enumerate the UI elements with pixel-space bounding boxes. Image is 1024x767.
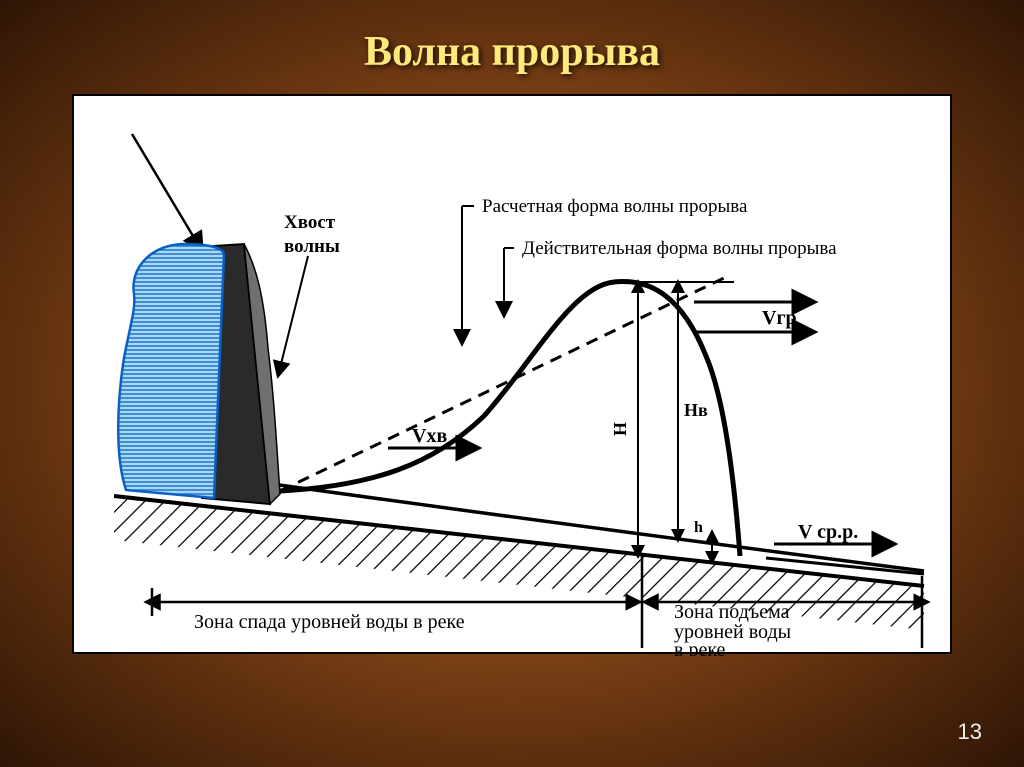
page-number: 13 xyxy=(958,719,982,745)
label-real-form: Действительная форма волны прорыва xyxy=(522,238,837,259)
label-Hv: Нв xyxy=(684,400,708,420)
label-v-tail: Vхв xyxy=(412,425,447,447)
calc-wave-line xyxy=(280,278,724,491)
breakthrough-wave-diagram: Расчетная форма волны прорыва Действител… xyxy=(74,96,954,656)
label-tail-2: волны xyxy=(284,236,340,257)
leader-offpage xyxy=(132,134,202,251)
label-tail-1: Хвост xyxy=(284,212,336,233)
slide-title: Волна прорыва xyxy=(0,0,1024,94)
reservoir-water-hatch xyxy=(118,244,224,498)
label-zone-rise-3: в реке xyxy=(674,639,726,656)
leader-tail xyxy=(278,256,308,376)
label-h: h xyxy=(694,519,703,536)
label-v-river: V ср.р. xyxy=(798,521,858,543)
label-calc-form: Расчетная форма волны прорыва xyxy=(482,196,748,217)
diagram-container: Расчетная форма волны прорыва Действител… xyxy=(72,94,952,654)
label-v-crest: Vгр xyxy=(762,307,797,329)
label-zone-rise-1: Зона подъема xyxy=(674,601,790,623)
label-zone-fall: Зона спада уровней воды в реке xyxy=(194,611,465,633)
label-H: Н xyxy=(610,422,630,436)
